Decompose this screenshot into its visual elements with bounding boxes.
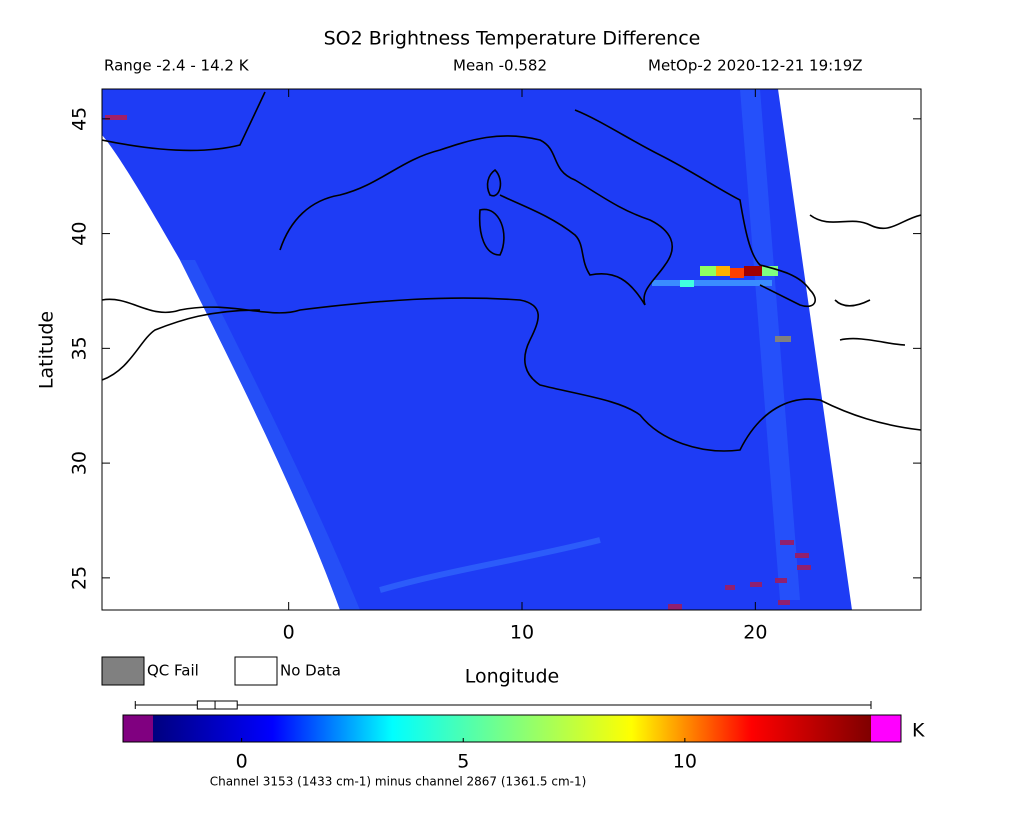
plume bbox=[716, 266, 730, 276]
colorbar: K 0 5 10 bbox=[122, 700, 925, 773]
source: MetOp-2 2020-12-21 19:19Z bbox=[648, 57, 863, 75]
y-axis-label: Latitude bbox=[36, 311, 58, 389]
plume bbox=[680, 280, 694, 287]
colorbar-over bbox=[871, 715, 901, 742]
colorbar-unit: K bbox=[912, 720, 925, 742]
axes: 0 10 20 25 30 35 40 45 bbox=[69, 89, 921, 644]
range: Range -2.4 - 14.2 K bbox=[104, 57, 250, 75]
colorbar-tick-label: 5 bbox=[457, 751, 469, 773]
plume bbox=[652, 280, 772, 286]
colorbar-tick-label: 10 bbox=[673, 751, 697, 773]
x-tick-label: 20 bbox=[743, 622, 767, 644]
y-tick-label: 45 bbox=[69, 107, 91, 131]
x-axis-label: Longitude bbox=[465, 666, 560, 688]
swath bbox=[102, 89, 852, 610]
swath-band bbox=[379, 537, 601, 593]
colorbar-frame bbox=[122, 714, 902, 743]
swath-stripe bbox=[740, 89, 800, 600]
mean: Mean -0.582 bbox=[453, 57, 547, 75]
plume bbox=[744, 266, 762, 276]
pixel bbox=[105, 115, 127, 120]
footnote: Channel 3153 (1433 cm-1) minus channel 2… bbox=[210, 775, 587, 789]
legend-swatch bbox=[101, 656, 145, 686]
colorbar-scale bbox=[153, 715, 871, 742]
coastlines bbox=[102, 91, 921, 452]
plume bbox=[762, 266, 778, 276]
legend-swatch bbox=[234, 656, 278, 686]
pixels bbox=[668, 540, 811, 610]
y-tick-label: 35 bbox=[69, 336, 91, 360]
plume bbox=[700, 266, 716, 276]
legend: QC Fail No Data bbox=[101, 656, 341, 686]
box bbox=[196, 700, 238, 710]
x-tick-label: 0 bbox=[283, 622, 295, 644]
legend-label: QC Fail bbox=[147, 662, 199, 680]
colorbar-tick-label: 0 bbox=[236, 751, 248, 773]
map-frame bbox=[101, 88, 922, 611]
qc-fail-pixel bbox=[775, 336, 791, 342]
colorbar-under bbox=[123, 715, 153, 742]
y-tick-label: 40 bbox=[69, 222, 91, 246]
swath-edge bbox=[180, 260, 360, 610]
y-tick-label: 30 bbox=[69, 451, 91, 475]
map-area bbox=[102, 89, 921, 610]
title: SO2 Brightness Temperature Difference bbox=[324, 28, 701, 50]
y-tick-label: 25 bbox=[69, 566, 91, 590]
x-tick-label: 10 bbox=[510, 622, 534, 644]
plume bbox=[730, 268, 744, 278]
legend-label: No Data bbox=[280, 662, 341, 680]
